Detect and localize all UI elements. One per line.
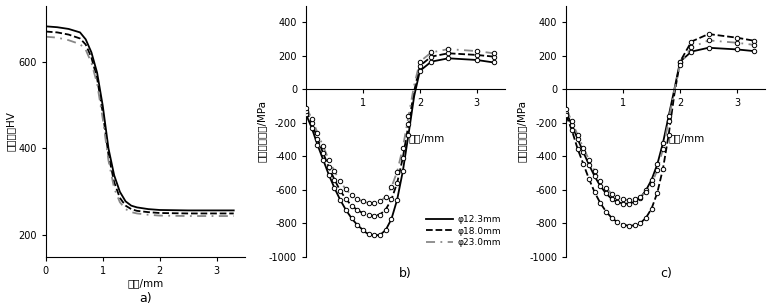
Text: 层深/mm: 层深/mm	[668, 133, 705, 143]
Text: c): c)	[660, 267, 672, 280]
Y-axis label: 轴向残留应力/MPa: 轴向残留应力/MPa	[256, 100, 266, 162]
Y-axis label: 维氏硬度HV: 维氏硬度HV	[5, 111, 15, 151]
Legend: φ12.3mm, φ18.0mm, φ23.0mm: φ12.3mm, φ18.0mm, φ23.0mm	[426, 215, 500, 247]
Text: b): b)	[399, 267, 412, 280]
Text: 层深/mm: 层深/mm	[409, 133, 445, 143]
Text: a): a)	[140, 292, 152, 305]
Y-axis label: 切向残留应力/MPa: 切向残留应力/MPa	[517, 100, 527, 162]
X-axis label: 层深/mm: 层深/mm	[127, 278, 163, 289]
